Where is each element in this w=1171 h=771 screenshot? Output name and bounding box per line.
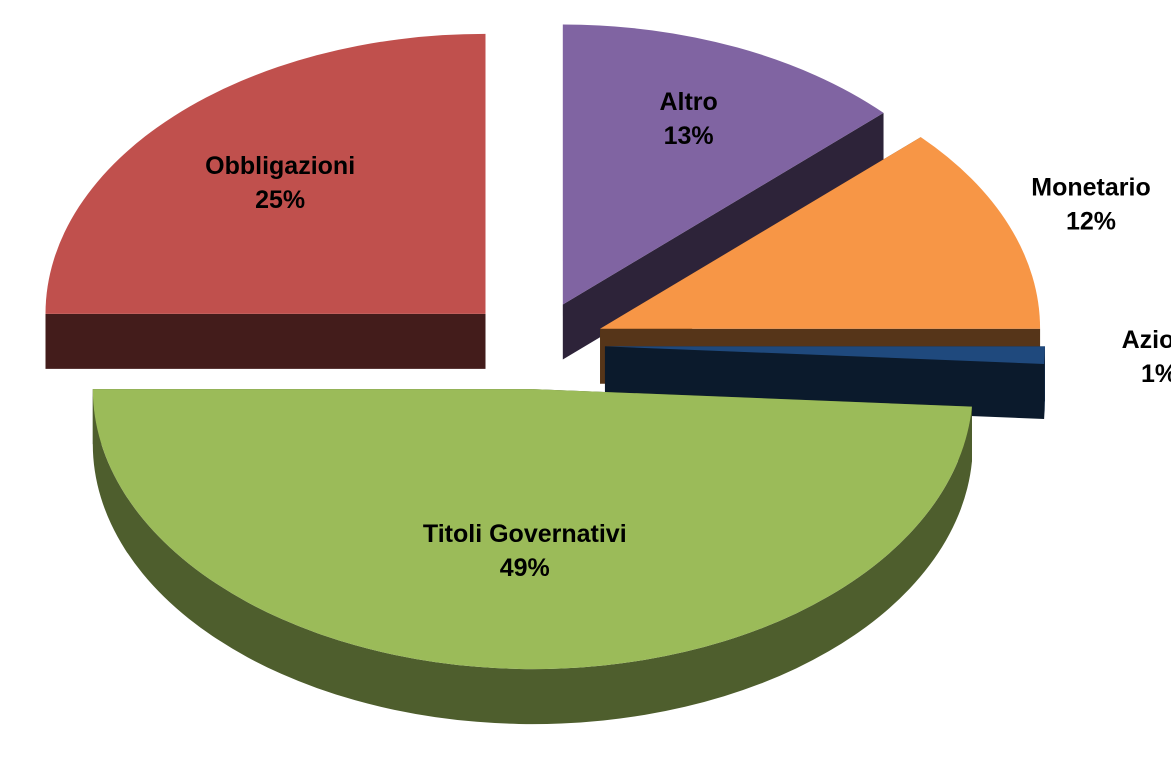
slice-wall [45,313,486,369]
slice-top [562,24,884,305]
slice-value-label: 25% [255,186,305,214]
slice-top [45,33,486,314]
slice-label: Titoli Governativi [423,520,627,548]
slice [92,389,972,725]
slice-value-label: 1% [1141,360,1171,388]
slice-label: Azioni [1122,326,1171,354]
slice-value-label: 13% [664,122,714,150]
slice-top [92,389,972,670]
slice-label: Obbligazioni [205,152,355,180]
slice-label: Monetario [1031,174,1150,202]
slice-top [604,346,1045,364]
slice [562,24,884,360]
slice-wall [562,112,884,360]
slice-value-label: 49% [500,554,550,582]
slice-label: Altro [659,88,717,116]
slice-top [600,137,1041,329]
slice-side [1044,346,1045,419]
slice-value-label: 12% [1066,208,1116,236]
slice-side [92,389,972,725]
slice [45,33,486,369]
